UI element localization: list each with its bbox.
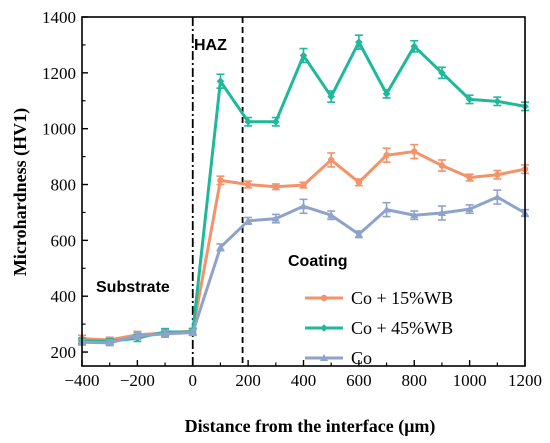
data-point (494, 171, 501, 178)
data-point (438, 69, 446, 77)
x-tick-label: −400 (64, 371, 99, 390)
legend-marker (320, 354, 328, 361)
data-point (217, 177, 224, 184)
substrate-label: Substrate (96, 279, 170, 296)
data-point (300, 181, 307, 189)
data-point (355, 179, 363, 186)
series-2 (78, 189, 529, 347)
y-tick-label: 800 (51, 176, 77, 195)
data-point (465, 95, 474, 104)
data-point (327, 92, 335, 101)
y-tick-label: 1000 (42, 120, 76, 139)
plot-frame (81, 16, 526, 367)
y-tick-label: 1200 (42, 64, 76, 83)
x-tick-label: 200 (235, 371, 261, 390)
data-point (299, 202, 308, 210)
data-point (216, 243, 225, 251)
data-point (465, 205, 474, 213)
data-point (272, 183, 280, 190)
data-point (327, 156, 335, 164)
data-point (410, 211, 419, 219)
y-tick-label: 1400 (42, 8, 76, 27)
legend-marker (320, 324, 328, 332)
data-point (105, 338, 114, 346)
y-tick-label: 200 (51, 343, 77, 362)
y-tick-label: 400 (51, 287, 77, 306)
data-point (188, 328, 197, 336)
data-point (437, 208, 446, 216)
legend-label: Co + 15%WB (351, 288, 453, 308)
data-point (493, 97, 502, 106)
y-tick-label: 600 (51, 231, 77, 250)
data-point (411, 148, 418, 155)
haz-label: HAZ (194, 37, 227, 54)
x-tick-label: 0 (189, 371, 198, 390)
x-tick-label: 600 (346, 371, 372, 390)
x-tick-label: 800 (402, 371, 428, 390)
data-point (244, 216, 253, 224)
y-axis-title: Microhardness (HV1) (10, 108, 31, 276)
legend-marker (320, 294, 328, 302)
data-point (272, 117, 280, 126)
coating-label: Coating (288, 253, 348, 270)
x-tick-label: 400 (291, 371, 317, 390)
x-axis-title: Distance from the interface (μm) (185, 416, 436, 437)
data-point (299, 51, 308, 60)
data-point (382, 89, 391, 98)
axes: −400 −200 0 200 400 600 800 1000 1200 200 400 600 80… (42, 8, 542, 390)
data-point (410, 42, 419, 51)
x-tick-label: 1000 (453, 371, 487, 390)
data-point (244, 181, 252, 188)
data-point (244, 117, 252, 126)
data-point (382, 205, 391, 213)
data-point (493, 193, 502, 201)
data-point (271, 214, 280, 222)
legend: Co + 15%WB Co + 45%WB Co (305, 288, 453, 368)
x-tick-label: 1200 (508, 371, 542, 390)
data-point (466, 174, 473, 181)
series-1 (78, 34, 529, 346)
data-point (216, 77, 225, 86)
data-point (161, 329, 170, 337)
series-0 (78, 143, 529, 344)
data-point (438, 162, 446, 169)
legend-label: Co (351, 348, 372, 368)
series-line (81, 150, 526, 342)
legend-label: Co + 45%WB (351, 318, 453, 338)
data-point (383, 152, 390, 159)
data-point (327, 211, 336, 219)
series-line (81, 40, 526, 343)
data-point (354, 230, 363, 238)
plot-area (78, 17, 529, 366)
data-point (355, 38, 363, 46)
x-tick-label: −200 (120, 371, 155, 390)
data-point (133, 331, 142, 339)
